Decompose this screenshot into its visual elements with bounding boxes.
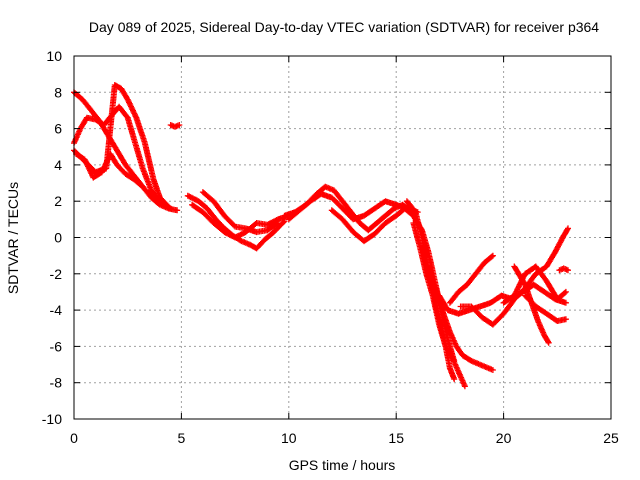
y-tick-label: -10 (42, 411, 62, 427)
data-series (71, 82, 571, 390)
series-track-e (167, 122, 183, 130)
series-track-h (199, 189, 282, 236)
series-track-a (71, 89, 181, 214)
data-point-markers (446, 252, 496, 306)
axis-ticks (73, 55, 612, 420)
x-tick-label: 5 (178, 430, 186, 446)
y-tick-label: 10 (46, 48, 62, 64)
y-tick-label: -8 (50, 375, 63, 391)
data-point-markers (500, 263, 569, 306)
x-tick-label: 15 (388, 430, 404, 446)
y-tick-labels: -10 -8 -6 -4 -2 0 2 4 6 8 10 (42, 48, 62, 427)
y-tick-label: -4 (50, 302, 63, 318)
grid-lines (74, 56, 611, 419)
series-track-t (522, 292, 569, 324)
series-track-p (446, 252, 496, 306)
data-point-markers (522, 292, 569, 324)
series-track-d (73, 151, 146, 190)
y-axis-label: SDTVAR / TECUs (5, 182, 21, 294)
y-tick-label: -2 (50, 266, 63, 282)
data-point-markers (285, 190, 421, 223)
data-point-markers (199, 189, 282, 236)
series-track-g (189, 201, 292, 241)
series-track-s (500, 263, 569, 306)
x-tick-label: 25 (603, 430, 619, 446)
chart-title: Day 089 of 2025, Sidereal Day-to-day VTE… (89, 19, 599, 35)
y-tick-label: 8 (54, 84, 62, 100)
y-tick-label: -6 (50, 338, 63, 354)
series-track-j (285, 190, 421, 223)
data-point-markers (71, 89, 181, 214)
y-tick-label: 0 (54, 230, 62, 246)
x-tick-label: 10 (281, 430, 297, 446)
y-tick-label: 4 (54, 157, 62, 173)
x-axis-label: GPS time / hours (289, 457, 396, 473)
series-track-k (328, 205, 458, 364)
series-track-u (556, 265, 571, 274)
data-point-markers (556, 265, 571, 274)
x-tick-labels: 0 5 10 15 20 25 (70, 430, 619, 446)
data-point-markers (167, 122, 183, 130)
x-tick-label: 0 (70, 430, 78, 446)
y-tick-label: 6 (54, 121, 62, 137)
x-tick-label: 20 (496, 430, 512, 446)
data-point-markers (73, 151, 146, 190)
data-point-markers (189, 201, 292, 241)
y-tick-label: 2 (54, 193, 62, 209)
data-point-markers (328, 205, 458, 364)
